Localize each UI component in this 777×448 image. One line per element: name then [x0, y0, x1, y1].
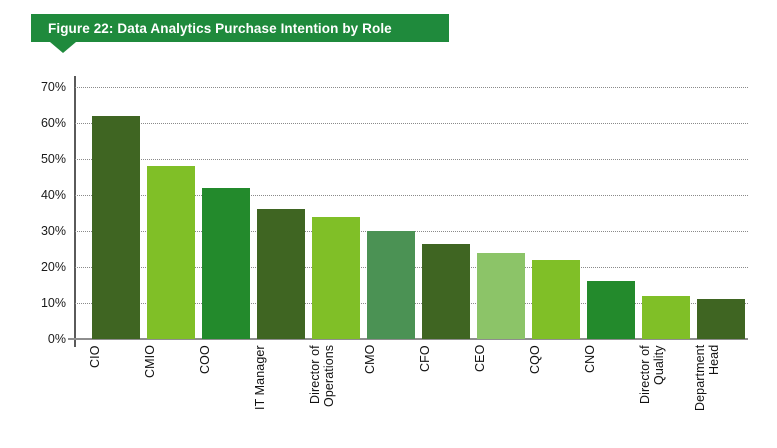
y-tick-label-50: 50%: [40, 152, 66, 166]
x-label-coo: COO: [198, 345, 212, 374]
x-label-cmo: CMO: [363, 345, 377, 375]
y-tick-label-60: 60%: [40, 116, 66, 130]
x-label-cfo: CFO: [418, 345, 432, 372]
bar-coo[interactable]: [201, 187, 250, 339]
gridline-70%: [75, 87, 748, 88]
x-label-cmio: CMIO: [143, 345, 157, 379]
x-label-it-manager: IT Manager: [253, 345, 267, 410]
bar-cmo[interactable]: [366, 231, 415, 339]
bar-department-head[interactable]: [696, 299, 745, 339]
banner-pointer-triangle: [50, 42, 76, 53]
bar-cqo[interactable]: [531, 259, 580, 339]
x-label-cno: CNO: [583, 345, 597, 374]
bar-it-manager[interactable]: [256, 209, 305, 339]
figure-title: Figure 22: Data Analytics Purchase Inten…: [48, 20, 392, 36]
y-tick-label-20: 20%: [40, 260, 66, 274]
y-tick-label-0: 0%: [47, 332, 66, 346]
y-axis-line: [74, 76, 76, 347]
y-tick-label-30: 30%: [40, 224, 66, 238]
gridline-50%: [75, 159, 748, 160]
x-axis-line: [68, 338, 748, 340]
x-label-department-head: Department Head: [693, 345, 721, 412]
figure-title-banner: Figure 22: Data Analytics Purchase Inten…: [31, 14, 449, 42]
bar-ceo[interactable]: [476, 252, 525, 339]
y-tick-label-40: 40%: [40, 188, 66, 202]
bar-cmio[interactable]: [146, 166, 195, 339]
bar-cio[interactable]: [91, 115, 140, 339]
bar-director-of-quality[interactable]: [641, 295, 690, 339]
gridline-60%: [75, 123, 748, 124]
gridline-40%: [75, 195, 748, 196]
x-label-director-of-operations: Director of Operations: [308, 345, 336, 408]
x-label-director-of-quality: Director of Quality: [638, 345, 666, 404]
bar-cno[interactable]: [586, 281, 635, 339]
y-tick-label-10: 10%: [40, 296, 66, 310]
x-label-ceo: CEO: [473, 345, 487, 373]
x-label-cio: CIO: [88, 345, 102, 368]
x-label-cqo: CQO: [528, 345, 542, 374]
y-tick-label-70: 70%: [40, 80, 66, 94]
bar-director-of-operations[interactable]: [311, 216, 360, 339]
bar-cfo[interactable]: [421, 243, 470, 339]
